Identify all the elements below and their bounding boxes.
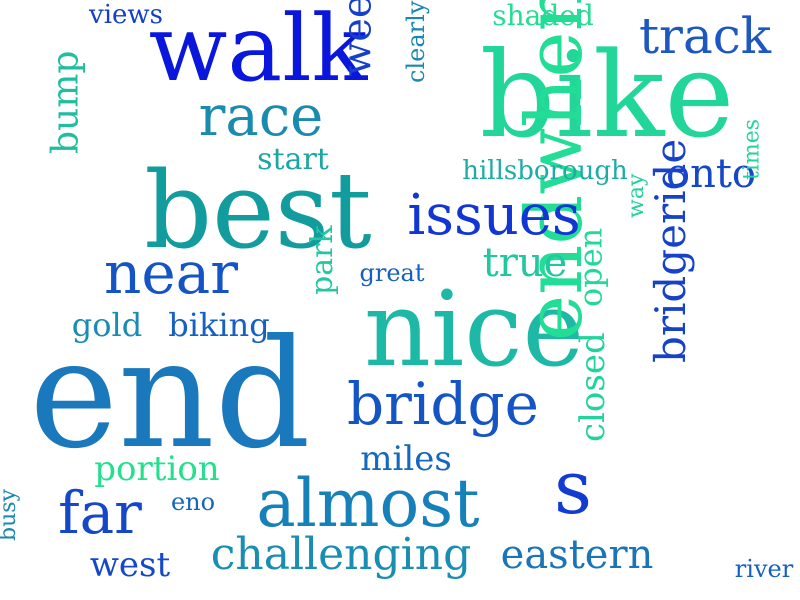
word-almost: almost (256, 465, 480, 542)
word-challenging: challenging (210, 529, 472, 580)
word-eastern: eastern (500, 532, 654, 578)
word-race: race (198, 84, 324, 149)
word-bridge: bridge (347, 370, 539, 438)
word-nice: nice (363, 268, 585, 390)
word-far: far (58, 479, 142, 547)
word-portion: portion (94, 449, 220, 489)
word-great: great (359, 259, 425, 287)
word-river: river (734, 555, 794, 583)
word-gold: gold (71, 306, 143, 344)
word-park: park (305, 225, 341, 295)
word-shaded: shaded (492, 0, 594, 32)
word-s: s (554, 445, 592, 531)
word-eno: eno (170, 488, 216, 516)
word-open: open (571, 227, 610, 307)
word-times: times (739, 118, 765, 180)
word-biking: biking (168, 306, 270, 344)
word-bump: bump (45, 50, 87, 154)
word-onto: onto (666, 151, 756, 197)
word-miles: miles (360, 439, 452, 479)
word-weekly: weekly (334, 0, 381, 76)
word-true: true (482, 240, 568, 286)
word-track: track (638, 7, 772, 65)
word-hillsborough: hillsborough (462, 156, 628, 186)
word-walk: walk (148, 0, 368, 102)
word-issues: issues (407, 183, 581, 248)
word-clearly: clearly (401, 0, 430, 83)
word-views: views (89, 0, 163, 30)
word-end: end (29, 308, 311, 482)
word-bike: bike (479, 26, 735, 164)
word-start: start (257, 142, 329, 177)
word-west: west (89, 545, 171, 585)
word-way: way (623, 173, 649, 218)
word-best: best (144, 149, 372, 272)
word-near: near (104, 239, 238, 307)
word-busy: busy (0, 489, 22, 541)
word-closed: closed (573, 332, 614, 442)
